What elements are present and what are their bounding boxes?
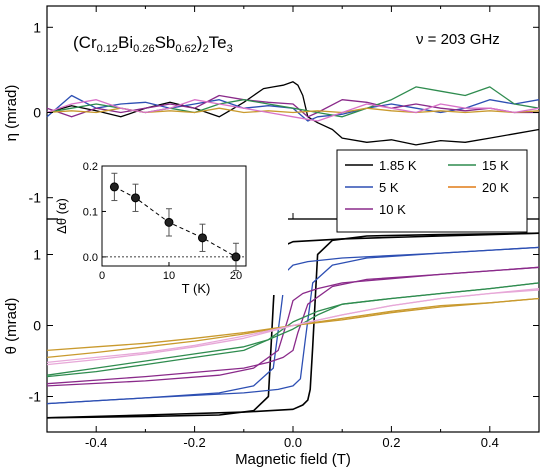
bottom-series-line-9: [46, 297, 540, 352]
legend: 1.85 K 15 K 5 K 20 K 10 K: [336, 149, 528, 233]
bottom-xtick-label: -0.4: [85, 435, 107, 450]
inset-xtick-label: 10: [163, 270, 175, 282]
inset-ytick-label: 0.1: [83, 206, 98, 218]
top-ytick-label: 1: [33, 19, 41, 35]
bottom-ytick-label: 1: [33, 247, 41, 263]
inset-background: [58, 157, 288, 295]
top-series-line-2: [46, 94, 539, 118]
axis-ticks: -1 0 1 -1 0 1 -0.4 -0.2 0.0 0.2 0.4: [29, 6, 540, 450]
bottom-series-line-1: [46, 232, 540, 419]
material-formula: (Cr0.12Bi0.26Sb0.62)2Te3: [73, 33, 233, 55]
bottom-series-group: [46, 232, 540, 419]
top-ytick-label: 0: [33, 105, 41, 121]
bottom-series-line-5: [46, 266, 540, 385]
bottom-series-line-7: [46, 282, 540, 376]
inset-ytick-label: 0.2: [83, 161, 98, 173]
inset-frame: [101, 165, 247, 267]
legend-box: [336, 149, 528, 233]
bottom-ytick-label: 0: [33, 318, 41, 334]
inset-chart: 0.0 0.1 0.2 0 10 20 Δθ (α) T (K): [54, 157, 288, 296]
legend-label: 1.85 K: [379, 158, 417, 173]
inset-data-point: [130, 193, 140, 203]
inset-data-point: [231, 252, 241, 262]
bottom-series-line-11: [46, 289, 540, 364]
bottom-ylabel: θ (mrad): [3, 298, 20, 355]
legend-label: 20 K: [482, 180, 509, 195]
bottom-xtick-label: 0.2: [382, 435, 400, 450]
legend-label: 10 K: [379, 202, 406, 217]
inset-ylabel: Δθ (α): [54, 198, 69, 234]
inset-data-point: [109, 182, 119, 192]
bottom-xtick-label: 0.0: [284, 435, 302, 450]
bottom-ytick-label: -1: [29, 389, 42, 405]
top-ytick-label: -1: [29, 190, 42, 206]
bottom-xlabel: Magnetic field (T): [235, 451, 351, 468]
inset-data-point: [197, 233, 207, 243]
legend-label: 5 K: [379, 180, 399, 195]
bottom-series-line-3: [46, 246, 540, 405]
top-series-group: [46, 81, 540, 146]
top-series-line-5: [46, 99, 540, 122]
bottom-xtick-label: -0.2: [183, 435, 205, 450]
inset-ytick-label: 0.0: [83, 252, 98, 264]
inset-xtick-label: 20: [230, 270, 242, 282]
inset-data-point: [164, 217, 174, 227]
top-ylabel: η (mrad): [3, 85, 20, 142]
inset-xlabel: T (K): [182, 281, 211, 296]
frequency-label: ν = 203 GHz: [416, 31, 500, 48]
inset-xtick-label: 0: [99, 270, 105, 282]
top-series-line-1: [46, 94, 540, 122]
legend-label: 15 K: [482, 158, 509, 173]
top-series-line-0: [46, 81, 540, 146]
bottom-xtick-label: 0.4: [481, 435, 499, 450]
